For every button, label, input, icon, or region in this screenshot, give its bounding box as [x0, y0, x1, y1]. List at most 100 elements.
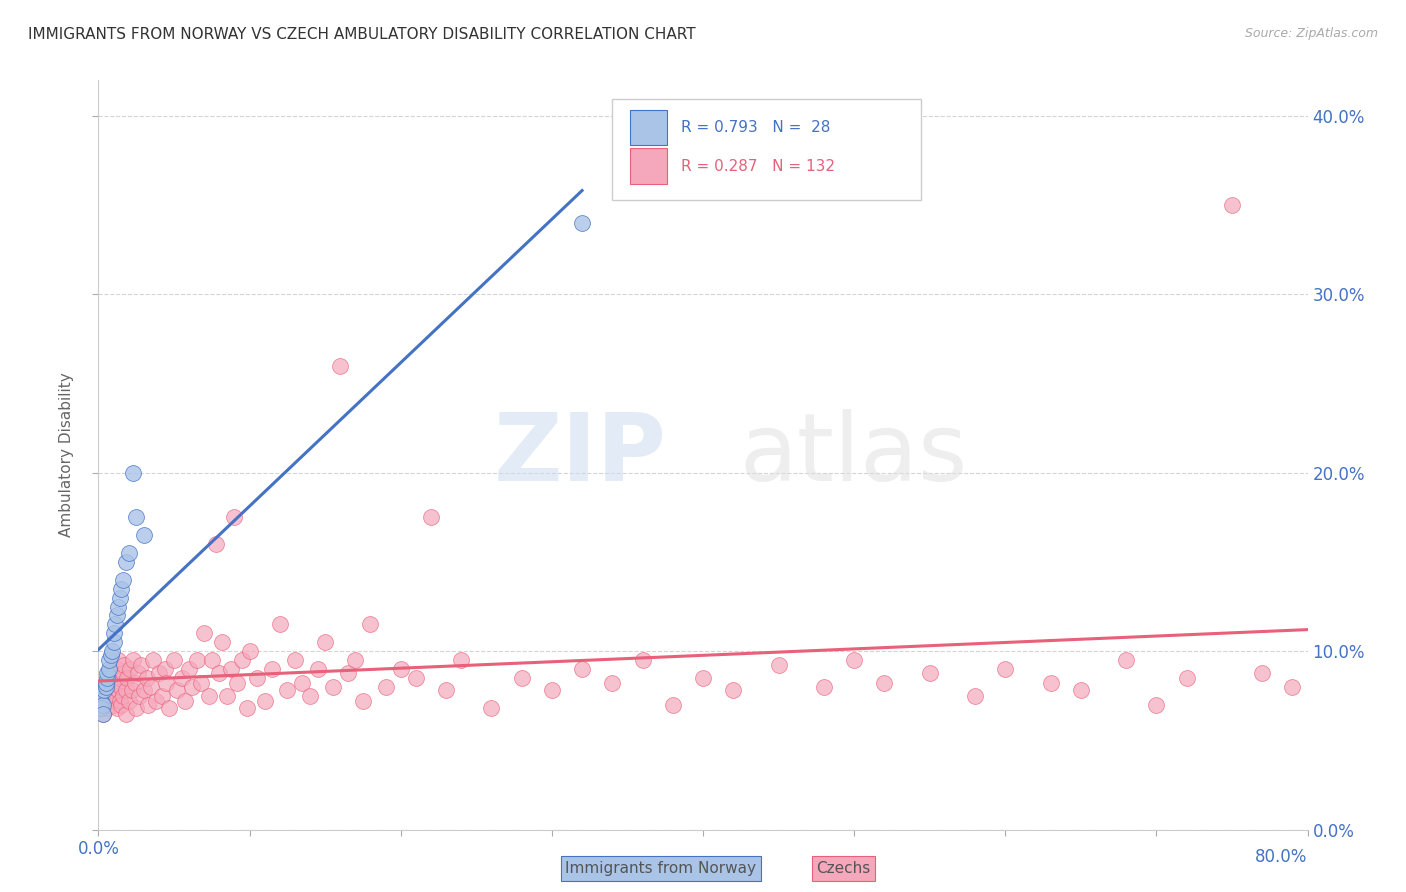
Point [101, 665, 124, 680]
Point [111, 689, 134, 703]
Point [91, 698, 114, 712]
Point [142, 653, 165, 667]
Point [246, 671, 269, 685]
Point [122, 466, 145, 480]
Point [179, 662, 201, 676]
Point [112, 658, 135, 673]
Point [1281, 680, 1303, 694]
Point [1115, 653, 1137, 667]
Point [661, 698, 683, 712]
Point [96, 671, 118, 685]
Point [98, 689, 121, 703]
Point [124, 676, 146, 690]
Point [374, 680, 396, 694]
Point [965, 689, 987, 703]
FancyBboxPatch shape [613, 99, 921, 200]
Point [91, 706, 114, 721]
Point [103, 676, 125, 690]
Text: R = 0.287   N = 132: R = 0.287 N = 132 [682, 159, 835, 174]
Text: Czechs: Czechs [817, 861, 870, 876]
Point [110, 582, 132, 596]
Point [314, 635, 336, 649]
Point [114, 706, 136, 721]
Point [108, 671, 131, 685]
Text: ZIP: ZIP [494, 409, 666, 501]
Point [121, 683, 143, 698]
Point [105, 701, 128, 715]
Text: Immigrants from Norway: Immigrants from Norway [565, 861, 756, 876]
Bar [630, 148, 666, 185]
Point [224, 510, 246, 524]
Point [571, 662, 593, 676]
Point [322, 680, 344, 694]
Point [96, 676, 118, 690]
Point [104, 689, 127, 703]
Point [1251, 665, 1274, 680]
Bar [630, 110, 666, 145]
Point [269, 617, 291, 632]
Point [111, 665, 134, 680]
Y-axis label: Ambulatory Disability: Ambulatory Disability [59, 373, 75, 537]
Point [994, 662, 1017, 676]
Point [90, 694, 112, 708]
Point [103, 626, 125, 640]
Point [110, 680, 132, 694]
Point [1070, 683, 1092, 698]
Point [148, 665, 170, 680]
Point [193, 626, 215, 640]
Point [1220, 198, 1243, 212]
Point [239, 644, 262, 658]
Point [186, 653, 208, 667]
Point [434, 683, 457, 698]
Point [336, 665, 359, 680]
Text: Source: ZipAtlas.com: Source: ZipAtlas.com [1244, 27, 1378, 40]
Point [360, 617, 382, 632]
Point [344, 653, 367, 667]
Point [96, 701, 118, 715]
Point [307, 662, 329, 676]
Point [122, 653, 145, 667]
Text: IMMIGRANTS FROM NORWAY VS CZECH AMBULATORY DISABILITY CORRELATION CHART: IMMIGRANTS FROM NORWAY VS CZECH AMBULATO… [28, 27, 696, 42]
Point [128, 689, 150, 703]
Point [873, 676, 896, 690]
Point [94, 683, 117, 698]
Point [813, 680, 835, 694]
Point [166, 683, 188, 698]
Point [291, 676, 314, 690]
Point [132, 528, 155, 542]
Point [221, 662, 243, 676]
Point [94, 676, 117, 690]
Point [132, 683, 155, 698]
Point [405, 671, 427, 685]
Point [107, 599, 129, 614]
Point [299, 689, 322, 703]
Point [127, 665, 149, 680]
Point [125, 701, 148, 715]
Point [120, 662, 142, 676]
Point [163, 653, 186, 667]
Point [104, 671, 127, 685]
Point [262, 662, 284, 676]
Point [94, 698, 117, 712]
Point [90, 701, 112, 715]
Point [100, 694, 122, 708]
Point [101, 644, 124, 658]
Point [93, 683, 115, 698]
Point [115, 671, 138, 685]
Text: atlas: atlas [740, 409, 967, 501]
Point [540, 683, 562, 698]
Point [89, 689, 111, 703]
Point [181, 680, 204, 694]
Point [571, 216, 593, 230]
Point [96, 665, 118, 680]
Point [145, 694, 167, 708]
Point [352, 694, 374, 708]
Point [768, 658, 790, 673]
Point [98, 662, 121, 676]
Point [136, 698, 159, 712]
Point [104, 617, 127, 632]
Point [173, 694, 195, 708]
Point [211, 635, 233, 649]
Point [90, 701, 112, 715]
Point [103, 698, 125, 712]
